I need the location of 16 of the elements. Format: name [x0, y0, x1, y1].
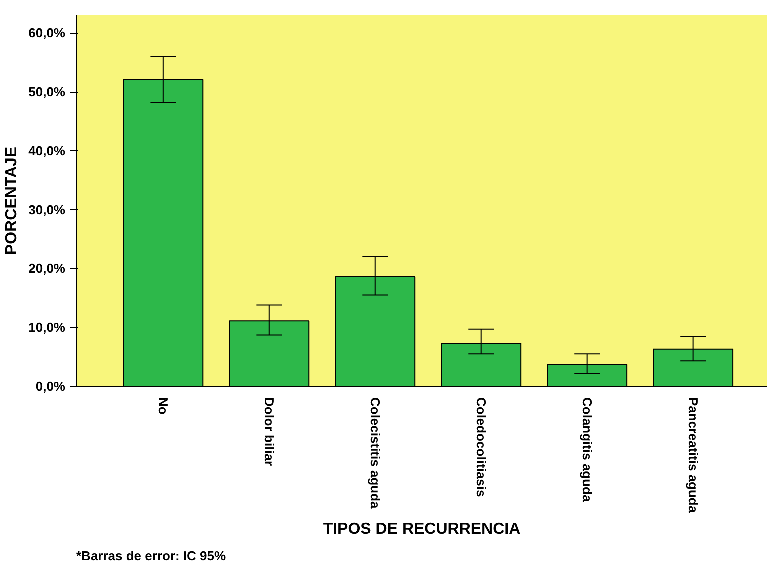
x-tick-label: Pancreatitis aguda — [686, 398, 701, 514]
y-tick-label: 10,0% — [28, 320, 66, 336]
x-tick-label: Colangitis aguda — [580, 398, 595, 503]
y-tick-label: 0,0% — [36, 379, 66, 394]
y-tick-label: 40,0% — [28, 143, 66, 158]
y-tick-label: 30,0% — [28, 202, 66, 218]
y-tick-label: 50,0% — [28, 84, 66, 100]
x-tick-label: Dolor biliar — [262, 398, 277, 466]
x-tick-label: Coledocolitiasis — [474, 398, 489, 498]
x-tick-label: Colecistitis aguda — [368, 398, 383, 510]
y-tick-label: 60,0% — [28, 26, 66, 41]
x-tick-label: No — [156, 398, 171, 415]
y-axis-title: PORCENTAJE — [4, 146, 21, 256]
x-axis-title: TIPOS DE RECURRENCIA — [323, 521, 522, 538]
text: *Barras de error: IC 95% — [76, 548, 227, 564]
y-tick-label: 20,0% — [28, 261, 66, 276]
